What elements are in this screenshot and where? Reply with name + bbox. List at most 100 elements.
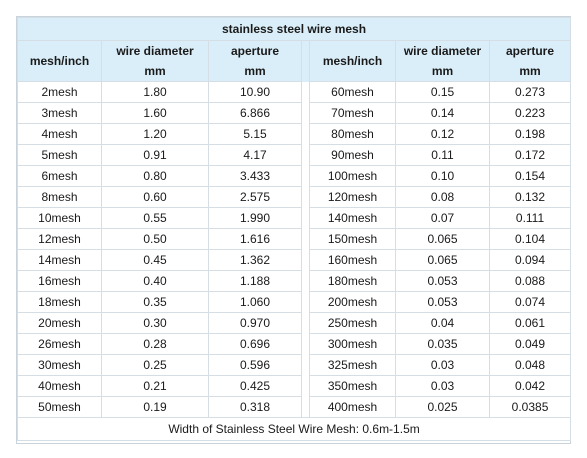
aperture-cell: 0.172 [488,144,572,166]
mesh-count-cell: 18mesh [17,291,102,313]
mesh-count-cell: 16mesh [17,270,102,292]
aperture-cell: 10.90 [208,81,302,103]
wire-diameter-cell: 0.053 [395,270,490,292]
table-row: 30mesh 0.25 0.596 325mesh 0.03 0.048 [17,354,572,376]
mesh-count-cell: 3mesh [17,102,102,124]
table-row: 26mesh 0.28 0.696 300mesh 0.035 0.049 [17,333,572,355]
aperture-cell: 3.433 [208,165,302,187]
mesh-count-cell: 50mesh [17,396,102,418]
mesh-count-cell: 30mesh [17,354,102,376]
mesh-count-cell: 26mesh [17,333,102,355]
wire-diameter-cell: 0.10 [395,165,490,187]
aperture-cell: 4.17 [208,144,302,166]
column-separator [301,207,310,229]
header-unit-label: mm [144,64,166,78]
mesh-count-cell: 325mesh [309,354,396,376]
header-wire-diameter-left: wire diameter mm [101,40,209,82]
mesh-count-cell: 90mesh [309,144,396,166]
wire-diameter-cell: 0.065 [395,228,490,250]
wire-diameter-cell: 0.08 [395,186,490,208]
wire-diameter-cell: 0.15 [395,81,490,103]
mesh-count-cell: 70mesh [309,102,396,124]
mesh-count-cell: 10mesh [17,207,102,229]
aperture-cell: 0.696 [208,333,302,355]
aperture-cell: 5.15 [208,123,302,145]
aperture-cell: 1.362 [208,249,302,271]
table-row: 3mesh 1.60 6.866 70mesh 0.14 0.223 [17,102,572,124]
wire-mesh-spec-table-frame: stainless steel wire mesh mesh/inch wire… [16,16,572,444]
mesh-count-cell: 4mesh [17,123,102,145]
aperture-cell: 6.866 [208,102,302,124]
wire-diameter-cell: 0.035 [395,333,490,355]
wire-diameter-cell: 0.35 [101,291,209,313]
table-title-row: stainless steel wire mesh [16,17,572,41]
header-mesh-right: mesh/inch [309,40,396,82]
wire-diameter-cell: 0.053 [395,291,490,313]
mesh-count-cell: 2mesh [17,81,102,103]
mesh-count-cell: 120mesh [309,186,396,208]
aperture-cell: 1.616 [208,228,302,250]
header-unit-label: mm [431,64,454,78]
column-separator [301,40,310,82]
mesh-count-cell: 250mesh [309,312,396,334]
table-row: 6mesh 0.80 3.433 100mesh 0.10 0.154 [17,165,572,187]
aperture-cell: 0.223 [488,102,572,124]
column-separator [301,291,310,313]
mesh-count-cell: 400mesh [309,396,396,418]
column-separator [301,228,310,250]
mesh-count-cell: 60mesh [309,81,396,103]
mesh-count-cell: 200mesh [309,291,396,313]
aperture-cell: 0.596 [208,354,302,376]
header-aperture-left: aperture mm [208,40,302,82]
mesh-count-cell: 20mesh [17,312,102,334]
wire-diameter-cell: 0.12 [395,123,490,145]
wire-diameter-cell: 0.30 [101,312,209,334]
mesh-count-cell: 300mesh [309,333,396,355]
wire-diameter-cell: 0.19 [101,396,209,418]
wire-diameter-cell: 0.11 [395,144,490,166]
header-wire-diameter-label: wire diameter [116,44,194,58]
wire-diameter-cell: 0.80 [101,165,209,187]
wire-mesh-spec-table: stainless steel wire mesh mesh/inch wire… [16,17,572,441]
mesh-count-cell: 6mesh [17,165,102,187]
mesh-count-cell: 140mesh [309,207,396,229]
header-wire-diameter-right: wire diameter mm [395,40,490,82]
header-unit-label: mm [244,64,266,78]
column-separator [301,165,310,187]
column-separator [301,249,310,271]
table-footer-note: Width of Stainless Steel Wire Mesh: 0.6m… [16,417,572,441]
wire-diameter-cell: 0.55 [101,207,209,229]
mesh-count-cell: 5mesh [17,144,102,166]
column-separator [301,81,310,103]
wire-diameter-cell: 0.40 [101,270,209,292]
column-separator [301,333,310,355]
wire-diameter-cell: 0.03 [395,354,490,376]
aperture-cell: 0.425 [208,375,302,397]
wire-diameter-cell: 0.91 [101,144,209,166]
aperture-cell: 0.0385 [488,396,572,418]
table-row: 40mesh 0.21 0.425 350mesh 0.03 0.042 [17,375,572,397]
aperture-cell: 0.970 [208,312,302,334]
wire-diameter-cell: 0.14 [395,102,490,124]
aperture-cell: 0.042 [488,375,572,397]
wire-diameter-cell: 0.025 [395,396,490,418]
table-row: 10mesh 0.55 1.990 140mesh 0.07 0.111 [17,207,572,229]
aperture-cell: 0.074 [488,291,572,313]
table-row: 20mesh 0.30 0.970 250mesh 0.04 0.061 [17,312,572,334]
footer-row: Width of Stainless Steel Wire Mesh: 0.6m… [16,417,572,441]
table-row: 8mesh 0.60 2.575 120mesh 0.08 0.132 [17,186,572,208]
column-separator [301,354,310,376]
mesh-count-cell: 12mesh [17,228,102,250]
column-separator [301,312,310,334]
table-row: 50mesh 0.19 0.318 400mesh 0.025 0.0385 [17,396,572,418]
table-row: 2mesh 1.80 10.90 60mesh 0.15 0.273 [17,81,572,103]
mesh-count-cell: 350mesh [309,375,396,397]
mesh-count-cell: 150mesh [309,228,396,250]
mesh-count-cell: 8mesh [17,186,102,208]
wire-diameter-cell: 0.21 [101,375,209,397]
wire-diameter-cell: 1.80 [101,81,209,103]
aperture-cell: 0.048 [488,354,572,376]
column-separator [301,144,310,166]
column-separator [301,186,310,208]
aperture-cell: 0.104 [488,228,572,250]
